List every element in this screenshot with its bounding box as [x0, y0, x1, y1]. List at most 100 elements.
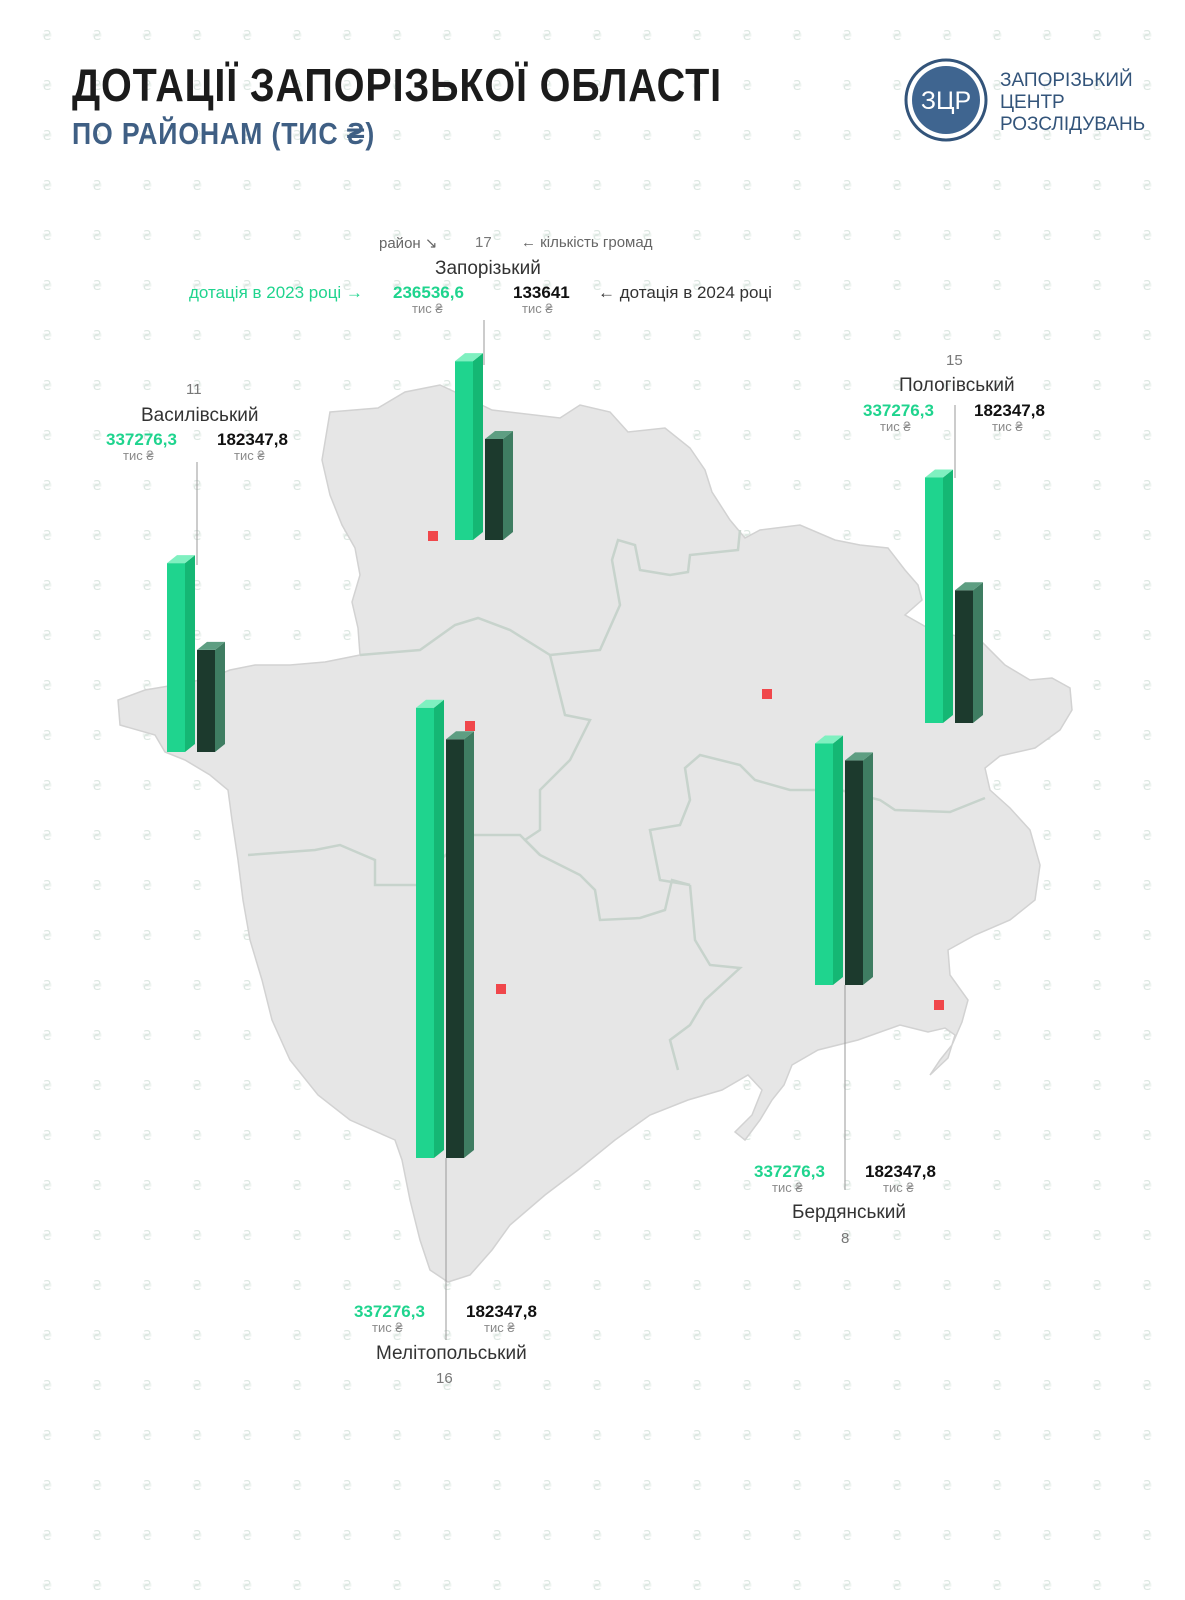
hryvnia-pattern-glyph: ₴ — [1142, 1279, 1152, 1294]
hryvnia-pattern-glyph: ₴ — [242, 929, 252, 944]
value-2023: 337276,3 — [354, 1302, 425, 1321]
hryvnia-pattern-glyph: ₴ — [842, 329, 852, 344]
bar-2024 — [955, 582, 983, 723]
bar-2024 — [197, 641, 225, 752]
hryvnia-pattern-glyph: ₴ — [692, 1229, 702, 1244]
hryvnia-pattern-glyph: ₴ — [642, 1529, 652, 1544]
hryvnia-pattern-glyph: ₴ — [442, 1479, 452, 1494]
hryvnia-pattern-glyph: ₴ — [342, 1179, 352, 1194]
hryvnia-pattern-glyph: ₴ — [242, 329, 252, 344]
hryvnia-pattern-glyph: ₴ — [892, 1429, 902, 1444]
hryvnia-pattern-glyph: ₴ — [992, 629, 1002, 644]
hryvnia-pattern-glyph: ₴ — [742, 1229, 752, 1244]
hryvnia-pattern-glyph: ₴ — [1092, 479, 1102, 494]
hryvnia-pattern-glyph: ₴ — [192, 179, 202, 194]
hryvnia-pattern-glyph: ₴ — [992, 1129, 1002, 1144]
hryvnia-pattern-glyph: ₴ — [592, 29, 602, 44]
hryvnia-pattern-glyph: ₴ — [542, 1329, 552, 1344]
hryvnia-pattern-glyph: ₴ — [92, 629, 102, 644]
hryvnia-pattern-glyph: ₴ — [842, 129, 852, 144]
hryvnia-pattern-glyph: ₴ — [942, 1429, 952, 1444]
hryvnia-pattern-glyph: ₴ — [392, 29, 402, 44]
bar-2023-front — [815, 743, 833, 985]
hryvnia-pattern-glyph: ₴ — [92, 129, 102, 144]
hryvnia-pattern-glyph: ₴ — [842, 1379, 852, 1394]
hryvnia-pattern-glyph: ₴ — [192, 1579, 202, 1594]
hryvnia-pattern-glyph: ₴ — [92, 1429, 102, 1444]
hryvnia-pattern-glyph: ₴ — [642, 329, 652, 344]
hryvnia-pattern-glyph: ₴ — [42, 679, 52, 694]
hryvnia-pattern-glyph: ₴ — [42, 1479, 52, 1494]
hryvnia-pattern-glyph: ₴ — [542, 279, 552, 294]
hryvnia-pattern-glyph: ₴ — [992, 179, 1002, 194]
hryvnia-pattern-glyph: ₴ — [642, 29, 652, 44]
hryvnia-pattern-glyph: ₴ — [492, 1329, 502, 1344]
hryvnia-pattern-glyph: ₴ — [1142, 1029, 1152, 1044]
hryvnia-pattern-glyph: ₴ — [842, 29, 852, 44]
hryvnia-pattern-glyph: ₴ — [892, 279, 902, 294]
hryvnia-pattern-glyph: ₴ — [542, 1579, 552, 1594]
hryvnia-pattern-glyph: ₴ — [492, 279, 502, 294]
hryvnia-pattern-glyph: ₴ — [692, 1429, 702, 1444]
hryvnia-pattern-glyph: ₴ — [642, 1429, 652, 1444]
hryvnia-pattern-glyph: ₴ — [942, 1379, 952, 1394]
hryvnia-pattern-glyph: ₴ — [442, 1579, 452, 1594]
hryvnia-pattern-glyph: ₴ — [1092, 779, 1102, 794]
hryvnia-pattern-glyph: ₴ — [842, 229, 852, 244]
hryvnia-pattern-glyph: ₴ — [442, 229, 452, 244]
hryvnia-pattern-glyph: ₴ — [692, 179, 702, 194]
hryvnia-pattern-glyph: ₴ — [442, 1429, 452, 1444]
hryvnia-pattern-glyph: ₴ — [1092, 79, 1102, 94]
hryvnia-pattern-glyph: ₴ — [242, 1529, 252, 1544]
hryvnia-pattern-glyph: ₴ — [442, 129, 452, 144]
value-2024: 182347,8 — [865, 1162, 936, 1181]
hryvnia-pattern-glyph: ₴ — [1042, 929, 1052, 944]
hryvnia-pattern-glyph: ₴ — [242, 1429, 252, 1444]
hryvnia-pattern-glyph: ₴ — [692, 1479, 702, 1494]
hryvnia-pattern-glyph: ₴ — [192, 629, 202, 644]
hryvnia-pattern-glyph: ₴ — [192, 29, 202, 44]
bar-2024 — [446, 731, 474, 1158]
hryvnia-pattern-glyph: ₴ — [142, 329, 152, 344]
hryvnia-pattern-glyph: ₴ — [1042, 1179, 1052, 1194]
logo-line: ЗАПОРІЗЬКИЙ — [1000, 70, 1133, 91]
hryvnia-pattern-glyph: ₴ — [1142, 1379, 1152, 1394]
hryvnia-pattern-glyph: ₴ — [592, 179, 602, 194]
hryvnia-pattern-glyph: ₴ — [892, 329, 902, 344]
hryvnia-pattern-glyph: ₴ — [92, 1029, 102, 1044]
hryvnia-pattern-glyph: ₴ — [892, 429, 902, 444]
bar-2024-front — [197, 649, 215, 752]
hryvnia-pattern-glyph: ₴ — [542, 1229, 552, 1244]
hryvnia-pattern-glyph: ₴ — [792, 379, 802, 394]
hryvnia-pattern-glyph: ₴ — [892, 1379, 902, 1394]
hryvnia-pattern-glyph: ₴ — [442, 1379, 452, 1394]
hryvnia-pattern-glyph: ₴ — [942, 29, 952, 44]
hryvnia-pattern-glyph: ₴ — [692, 329, 702, 344]
hryvnia-pattern-glyph: ₴ — [1142, 679, 1152, 694]
hryvnia-pattern-glyph: ₴ — [142, 629, 152, 644]
hryvnia-pattern-glyph: ₴ — [242, 1279, 252, 1294]
hryvnia-pattern-glyph: ₴ — [1142, 829, 1152, 844]
hryvnia-pattern-glyph: ₴ — [942, 279, 952, 294]
hryvnia-pattern-glyph: ₴ — [142, 729, 152, 744]
hryvnia-pattern-glyph: ₴ — [92, 1479, 102, 1494]
hryvnia-pattern-glyph: ₴ — [992, 529, 1002, 544]
hryvnia-pattern-glyph: ₴ — [292, 329, 302, 344]
hryvnia-pattern-glyph: ₴ — [1042, 1029, 1052, 1044]
unit-label: тис ₴ — [522, 301, 553, 316]
district-center-marker — [496, 984, 506, 994]
hryvnia-pattern-glyph: ₴ — [1142, 1179, 1152, 1194]
hryvnia-pattern-glyph: ₴ — [992, 1329, 1002, 1344]
hryvnia-pattern-glyph: ₴ — [192, 1379, 202, 1394]
bar-2023 — [455, 353, 483, 540]
hryvnia-pattern-glyph: ₴ — [42, 1029, 52, 1044]
hryvnia-pattern-glyph: ₴ — [342, 1529, 352, 1544]
hryvnia-pattern-glyph: ₴ — [392, 1379, 402, 1394]
hryvnia-pattern-glyph: ₴ — [792, 1229, 802, 1244]
hryvnia-pattern-glyph: ₴ — [142, 929, 152, 944]
hryvnia-pattern-glyph: ₴ — [42, 829, 52, 844]
hryvnia-pattern-glyph: ₴ — [792, 1179, 802, 1194]
hryvnia-pattern-glyph: ₴ — [242, 29, 252, 44]
hryvnia-pattern-glyph: ₴ — [1092, 979, 1102, 994]
hryvnia-pattern-glyph: ₴ — [1042, 1129, 1052, 1144]
